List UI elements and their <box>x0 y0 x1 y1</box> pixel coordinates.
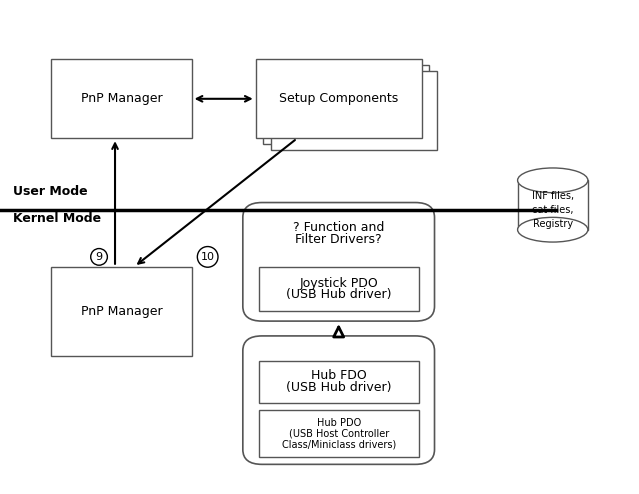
Text: (USB Hub driver): (USB Hub driver) <box>286 381 392 394</box>
Text: Setup Components: Setup Components <box>279 92 398 105</box>
Text: ? Function and: ? Function and <box>293 221 384 234</box>
Text: PnP Manager: PnP Manager <box>81 305 162 318</box>
Text: 10: 10 <box>201 252 215 262</box>
FancyBboxPatch shape <box>259 410 419 457</box>
Ellipse shape <box>518 168 588 193</box>
FancyBboxPatch shape <box>51 267 192 356</box>
Text: INF files,
cat files,
Registry: INF files, cat files, Registry <box>532 191 574 229</box>
FancyBboxPatch shape <box>259 267 419 311</box>
Text: Class/Miniclass drivers): Class/Miniclass drivers) <box>282 439 396 450</box>
Bar <box>271 71 437 150</box>
Bar <box>263 65 429 144</box>
Text: Hub PDO: Hub PDO <box>316 417 361 428</box>
FancyBboxPatch shape <box>243 336 435 464</box>
Text: User Mode: User Mode <box>13 185 88 198</box>
Text: 9: 9 <box>95 252 103 262</box>
Text: Filter Drivers?: Filter Drivers? <box>295 233 382 246</box>
FancyBboxPatch shape <box>243 203 435 321</box>
FancyBboxPatch shape <box>259 361 419 403</box>
Text: Kernel Mode: Kernel Mode <box>13 212 101 225</box>
Text: (USB Hub driver): (USB Hub driver) <box>286 288 392 301</box>
FancyBboxPatch shape <box>256 59 422 138</box>
Text: (USB Host Controller: (USB Host Controller <box>289 428 389 439</box>
Bar <box>518 180 588 230</box>
Ellipse shape <box>518 217 588 242</box>
Text: PnP Manager: PnP Manager <box>81 92 162 105</box>
Text: Joystick PDO: Joystick PDO <box>299 277 378 289</box>
FancyBboxPatch shape <box>51 59 192 138</box>
Text: Hub FDO: Hub FDO <box>311 369 367 382</box>
